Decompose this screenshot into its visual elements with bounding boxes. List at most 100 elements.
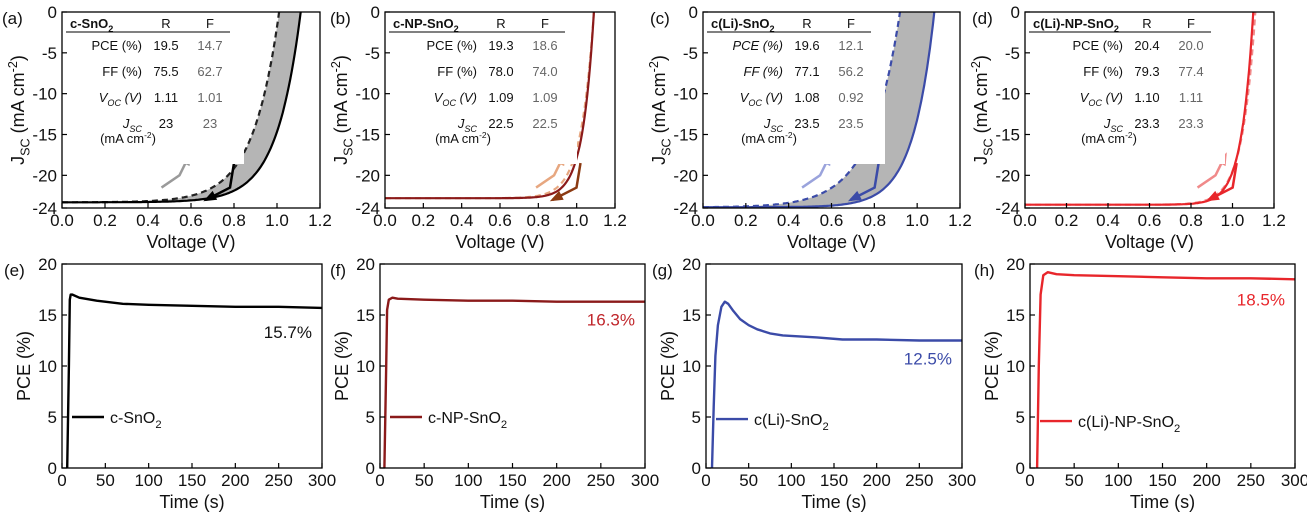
table-bg <box>389 14 577 164</box>
table-value-f: 56.2 <box>838 64 863 79</box>
y-tick-label: 0 <box>48 459 57 478</box>
y-tick-label: -15 <box>995 126 1020 145</box>
y-tick-label: -15 <box>355 126 380 145</box>
x-tick-label: 100 <box>777 471 805 490</box>
table-row-label: PCE (%) <box>426 38 477 53</box>
x-tick-label: 0.8 <box>527 211 551 230</box>
y-tick-label: 20 <box>1006 255 1025 274</box>
pce-line <box>66 293 323 469</box>
y-tick-label: 20 <box>356 255 375 274</box>
hysteresis-area <box>62 12 301 203</box>
x-tick-label: 150 <box>178 471 206 490</box>
table-value-r: 20.4 <box>1134 38 1159 53</box>
x-tick-label: 100 <box>1104 471 1132 490</box>
table-value-r: 79.3 <box>1134 64 1159 79</box>
x-tick-label: 0.0 <box>691 211 715 230</box>
table-row-sublabel: (mA cm-2) <box>741 130 797 146</box>
x-tick-label: 0 <box>375 471 384 490</box>
x-tick-label: 0 <box>1025 471 1034 490</box>
x-axis-title: Voltage (V) <box>1105 232 1194 252</box>
x-tick-label: 0.8 <box>863 211 887 230</box>
table-col-f: F <box>847 16 855 31</box>
table-value-r: 19.5 <box>153 38 178 53</box>
table-value-r: 23.5 <box>794 116 819 131</box>
x-tick-label: 0 <box>701 471 710 490</box>
table-row-label: JSC <box>122 116 143 134</box>
table-value-r: 75.5 <box>153 64 178 79</box>
x-tick-label: 0.4 <box>1096 211 1120 230</box>
table-col-r: R <box>496 16 505 31</box>
table-row-sublabel: (mA cm-2) <box>1081 130 1137 146</box>
table-value-f: 74.0 <box>532 64 557 79</box>
panel-a: (a) JSC (mA cm-2) c-SnO2 R F PCE (%) 19.5 14.7 F… <box>2 3 332 252</box>
table-device-name: c(Li)-NP-SnO2 <box>1033 16 1119 34</box>
x-tick-label: 250 <box>264 471 292 490</box>
table-value-f: 1.09 <box>532 90 557 105</box>
metrics-table: c-SnO2 R F PCE (%) 19.5 14.7 FF (%) 75.5 62.7 VOC… <box>66 14 244 164</box>
table-value-r: 1.11 <box>154 90 178 105</box>
table-value-f: 77.4 <box>1178 64 1203 79</box>
x-tick-label: 1.0 <box>565 211 589 230</box>
x-tick-label: 50 <box>415 471 434 490</box>
legend-label: c-SnO2 <box>110 410 162 431</box>
y-axis-title: PCE (%) <box>14 331 34 401</box>
y-tick-label: 0 <box>1016 459 1025 478</box>
y-tick-label: -20 <box>355 166 380 185</box>
table-row-label: FF (%) <box>437 64 477 79</box>
reverse-arrow-head <box>549 190 564 202</box>
y-tick-label: -20 <box>995 166 1020 185</box>
x-tick-label: 250 <box>587 471 615 490</box>
table-value-r: 1.10 <box>1134 90 1159 105</box>
x-axis-title: Time (s) <box>480 492 545 512</box>
y-axis-title: JSC (mA cm-2) <box>329 55 356 165</box>
y-axis-title: PCE (%) <box>332 331 352 401</box>
y-tick-label: 0 <box>366 459 375 478</box>
y-tick-label: 5 <box>1016 408 1025 427</box>
y-tick-label: -15 <box>673 126 698 145</box>
table-row-label: JSC <box>1103 116 1124 134</box>
y-axis-title: JSC (mA cm-2) <box>6 55 33 165</box>
x-tick-label: 50 <box>96 471 115 490</box>
y-tick-label: -10 <box>32 85 57 104</box>
y-axis-title: PCE (%) <box>658 331 678 401</box>
y-tick-label: 15 <box>38 306 57 325</box>
table-value-r: 77.1 <box>794 64 819 79</box>
metrics-table: c(Li)-NP-SnO2 R F PCE (%) 20.4 20.0 FF (%) 79.3… <box>1029 14 1225 164</box>
x-tick-label: 1.2 <box>603 211 627 230</box>
x-axis-title: Voltage (V) <box>146 232 235 252</box>
y-tick-label: 10 <box>356 357 375 376</box>
table-col-r: R <box>1142 16 1151 31</box>
x-tick-label: 0.0 <box>50 211 74 230</box>
x-tick-label: 250 <box>1237 471 1265 490</box>
reverse-arrow-head <box>203 190 218 202</box>
y-tick-label: 15 <box>682 306 701 325</box>
y-axis-title: JSC (mA cm-2) <box>647 55 674 165</box>
x-tick-label: 0.6 <box>488 211 512 230</box>
table-value-f: 1.11 <box>1179 90 1203 105</box>
table-value-f: 23 <box>203 116 217 131</box>
table-value-f: 22.5 <box>532 116 557 131</box>
table-row-label: VOC (V) <box>740 90 783 108</box>
panel-e: (e) PCE (%) 15.7% c-SnO2 0 50 100 150 200 250 300 0… <box>4 255 336 512</box>
x-tick-label: 300 <box>948 471 976 490</box>
plot-frame <box>379 263 646 469</box>
y-tick-label: 20 <box>682 255 701 274</box>
final-pce-label: 15.7% <box>264 323 312 342</box>
table-row-label: PCE (%) <box>1072 38 1123 53</box>
x-tick-label: 0.2 <box>1055 211 1079 230</box>
y-tick-label: 15 <box>356 306 375 325</box>
table-value-r: 1.09 <box>488 90 513 105</box>
x-tick-label: 1.0 <box>1221 211 1245 230</box>
table-value-f: 18.6 <box>532 38 557 53</box>
pce-line <box>710 300 962 469</box>
x-tick-label: 0.8 <box>222 211 246 230</box>
x-tick-label: 50 <box>739 471 758 490</box>
table-device-name: c-NP-SnO2 <box>393 16 459 34</box>
table-value-f: 12.1 <box>838 38 863 53</box>
x-tick-label: 200 <box>542 471 570 490</box>
x-tick-label: 0.4 <box>777 211 801 230</box>
table-value-f: 23.3 <box>1178 116 1203 131</box>
table-row-label: PCE (%) <box>91 38 142 53</box>
